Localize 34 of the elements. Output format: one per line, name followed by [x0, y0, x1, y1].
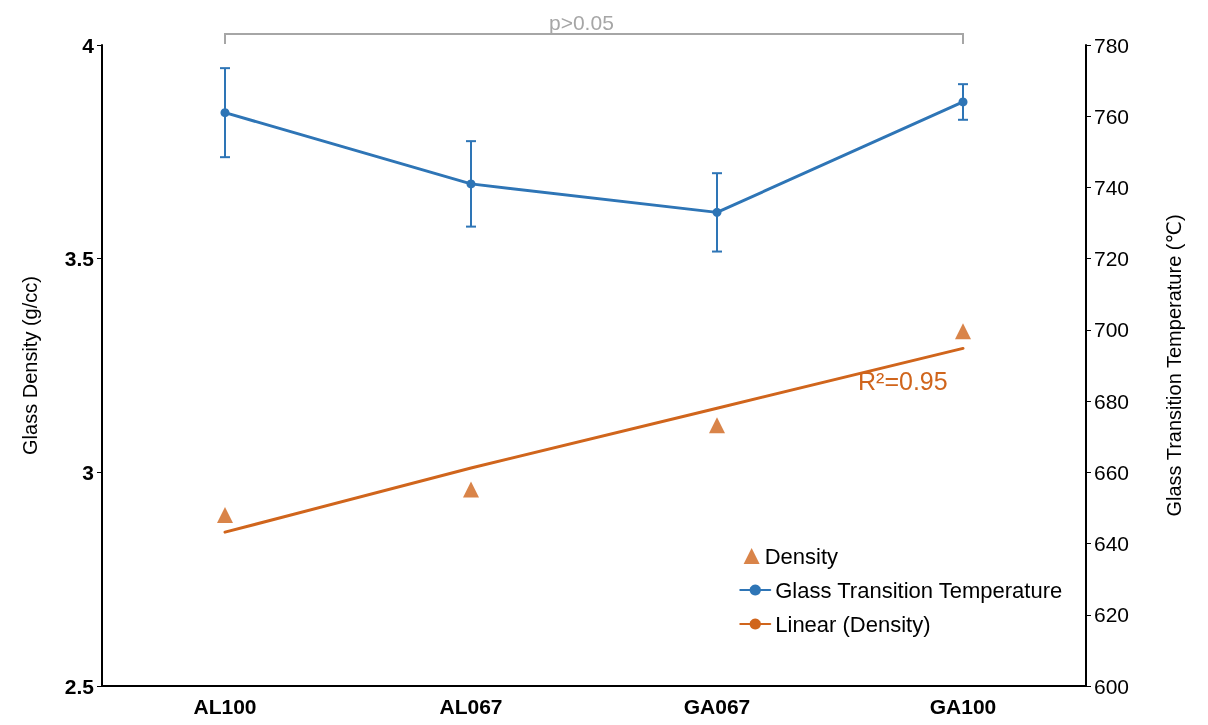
y2-tick-label: 600 [1094, 674, 1130, 698]
legend-label: Density [764, 543, 838, 569]
point [709, 417, 725, 434]
y-tick-label: 2.5 [64, 674, 95, 698]
line-series [223, 346, 965, 534]
y-axis-title: Glass Density (g/cc) [19, 276, 41, 455]
point [955, 323, 971, 340]
y-tick-label: 3 [82, 460, 94, 484]
y2-tick-label: 720 [1094, 247, 1130, 271]
point [466, 179, 476, 189]
y2-tick-label: 680 [1094, 389, 1130, 413]
y2-tick-label: 660 [1094, 460, 1130, 484]
point [217, 507, 233, 524]
y-tick-label: 3.5 [64, 247, 95, 271]
x-tick-label: AL100 [193, 695, 257, 718]
x-tick-label: GA067 [683, 695, 751, 718]
y2-tick-label: 700 [1094, 318, 1130, 342]
legend-label: Linear (Density) [775, 611, 931, 637]
x-tick-label: GA100 [929, 695, 997, 718]
point [220, 108, 230, 118]
y2-tick-label: 760 [1094, 104, 1130, 128]
point [712, 207, 722, 217]
point [463, 481, 479, 498]
text: p>0.05 [549, 11, 614, 34]
annotation: R²=0.95 [858, 366, 948, 395]
y2-axis-title: Glass Transition Temperature (℃) [1163, 214, 1185, 517]
legend-label: Glass Transition Temperature [775, 577, 1063, 603]
y2-tick-label: 620 [1094, 603, 1130, 627]
y2-tick-label: 780 [1094, 33, 1130, 57]
x-tick-label: AL067 [439, 695, 503, 718]
point [958, 97, 968, 107]
y2-tick-label: 740 [1094, 175, 1130, 199]
y2-tick-label: 640 [1094, 532, 1130, 556]
y-tick-label: 4 [82, 33, 95, 57]
